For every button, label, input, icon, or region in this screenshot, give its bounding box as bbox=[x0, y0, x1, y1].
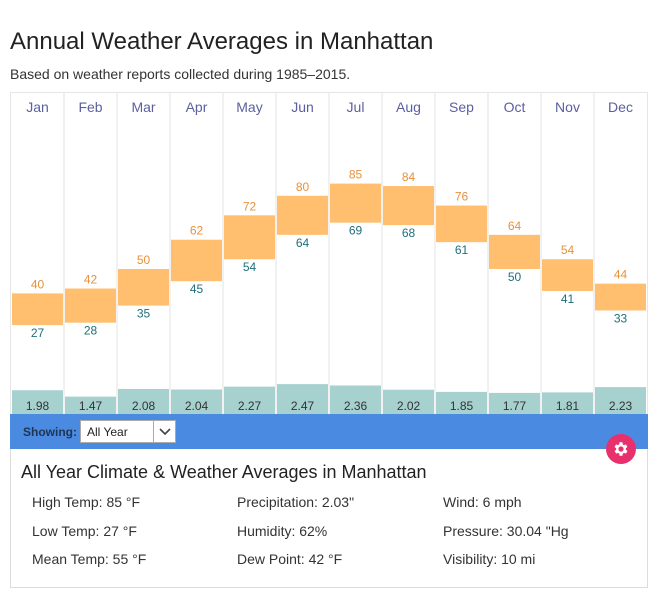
temp-range-bar bbox=[595, 283, 646, 311]
showing-select[interactable]: All Year bbox=[80, 420, 176, 443]
month-label: Jan bbox=[26, 99, 49, 115]
month-label: Mar bbox=[131, 99, 155, 115]
high-temp-label: 62 bbox=[190, 224, 204, 238]
precip-bar bbox=[65, 396, 116, 415]
precip-label: 2.27 bbox=[238, 399, 262, 413]
low-temp-label: 64 bbox=[296, 236, 310, 250]
precip-label: 1.47 bbox=[79, 399, 103, 413]
showing-bar: Showing: All Year bbox=[10, 414, 648, 449]
precip-label: 2.23 bbox=[609, 399, 633, 413]
temp-range-bar bbox=[330, 183, 381, 223]
precip-bar bbox=[489, 392, 540, 415]
settings-button[interactable] bbox=[606, 434, 636, 464]
precip-label: 2.04 bbox=[185, 399, 209, 413]
low-temp-label: 27 bbox=[31, 326, 45, 340]
stat-visibility: Visibility: 10 mi bbox=[443, 551, 536, 567]
precip-bar bbox=[436, 391, 487, 415]
temp-range-bar bbox=[542, 259, 593, 291]
temp-range-bar bbox=[277, 195, 328, 235]
temp-range-bar bbox=[118, 269, 169, 306]
gear-icon bbox=[614, 442, 628, 456]
precip-label: 2.36 bbox=[344, 399, 368, 413]
page-subtitle: Based on weather reports collected durin… bbox=[10, 66, 351, 82]
low-temp-label: 50 bbox=[508, 270, 522, 284]
stat-mean-temp: Mean Temp: 55 °F bbox=[32, 551, 147, 567]
precip-bar bbox=[277, 384, 328, 415]
month-label: Aug bbox=[396, 99, 421, 115]
precip-label: 1.98 bbox=[26, 399, 50, 413]
summary-panel: All Year Climate & Weather Averages in M… bbox=[10, 449, 648, 588]
precip-label: 1.81 bbox=[556, 399, 580, 413]
low-temp-label: 61 bbox=[455, 243, 469, 257]
low-temp-label: 35 bbox=[137, 307, 151, 321]
precip-label: 2.47 bbox=[291, 399, 315, 413]
month-label: Sep bbox=[449, 99, 474, 115]
stat-humidity: Humidity: 62% bbox=[237, 523, 328, 539]
precip-bar bbox=[383, 389, 434, 415]
stat-high-temp: High Temp: 85 °F bbox=[32, 494, 141, 510]
precip-bar bbox=[542, 392, 593, 415]
temp-range-bar bbox=[436, 205, 487, 243]
low-temp-label: 41 bbox=[561, 292, 575, 306]
month-label: May bbox=[236, 99, 262, 115]
precip-label: 1.77 bbox=[503, 399, 527, 413]
high-temp-label: 85 bbox=[349, 168, 363, 182]
precip-bar bbox=[118, 389, 169, 415]
month-label: Nov bbox=[555, 99, 580, 115]
precip-bar bbox=[224, 386, 275, 415]
weather-chart: Jan 40 27 1.98 Feb 42 28 1.47 Mar 50 35 2.08 Apr 62 45… bbox=[10, 92, 648, 415]
low-temp-label: 54 bbox=[243, 260, 257, 274]
low-temp-label: 69 bbox=[349, 224, 363, 238]
precip-label: 2.08 bbox=[132, 399, 156, 413]
low-temp-label: 45 bbox=[190, 282, 204, 296]
high-temp-label: 72 bbox=[243, 199, 257, 213]
stat-low-temp: Low Temp: 27 °F bbox=[32, 523, 137, 539]
high-temp-label: 44 bbox=[614, 268, 628, 282]
high-temp-label: 84 bbox=[402, 170, 416, 184]
temp-range-bar bbox=[224, 215, 275, 260]
month-label: Jun bbox=[291, 99, 314, 115]
stat-wind: Wind: 6 mph bbox=[443, 494, 522, 510]
low-temp-label: 68 bbox=[402, 226, 416, 240]
temp-range-bar bbox=[171, 239, 222, 282]
high-temp-label: 54 bbox=[561, 243, 575, 257]
precip-bar bbox=[12, 390, 63, 415]
high-temp-label: 50 bbox=[137, 253, 151, 267]
stat-precipitation: Precipitation: 2.03" bbox=[237, 494, 355, 510]
temp-range-bar bbox=[12, 293, 63, 326]
precip-bar bbox=[595, 387, 646, 415]
temp-range-bar bbox=[65, 288, 116, 323]
high-temp-label: 42 bbox=[84, 273, 98, 287]
temp-range-bar bbox=[489, 234, 540, 269]
showing-label: Showing: bbox=[23, 425, 77, 439]
precip-label: 2.02 bbox=[397, 399, 421, 413]
temp-range-bar bbox=[383, 186, 434, 226]
high-temp-label: 76 bbox=[455, 190, 469, 204]
precip-label: 1.85 bbox=[450, 399, 474, 413]
precip-bar bbox=[330, 385, 381, 415]
high-temp-label: 40 bbox=[31, 277, 45, 291]
month-label: Dec bbox=[608, 99, 633, 115]
weather-chart-svg: Jan 40 27 1.98 Feb 42 28 1.47 Mar 50 35 2.08 Apr 62 45… bbox=[12, 93, 646, 415]
month-label: Apr bbox=[186, 99, 208, 115]
precip-bar bbox=[171, 389, 222, 415]
month-label: Jul bbox=[347, 99, 365, 115]
low-temp-label: 33 bbox=[614, 311, 628, 325]
stat-dew-point: Dew Point: 42 °F bbox=[237, 551, 343, 567]
month-label: Oct bbox=[504, 99, 526, 115]
month-label: Feb bbox=[78, 99, 102, 115]
page-title: Annual Weather Averages in Manhattan bbox=[10, 28, 434, 55]
chevron-down-icon bbox=[153, 421, 175, 442]
low-temp-label: 28 bbox=[84, 324, 98, 338]
summary-title: All Year Climate & Weather Averages in M… bbox=[21, 462, 427, 482]
high-temp-label: 64 bbox=[508, 219, 522, 233]
showing-select-value: All Year bbox=[87, 425, 128, 439]
high-temp-label: 80 bbox=[296, 180, 310, 194]
stat-pressure: Pressure: 30.04 "Hg bbox=[443, 523, 569, 539]
